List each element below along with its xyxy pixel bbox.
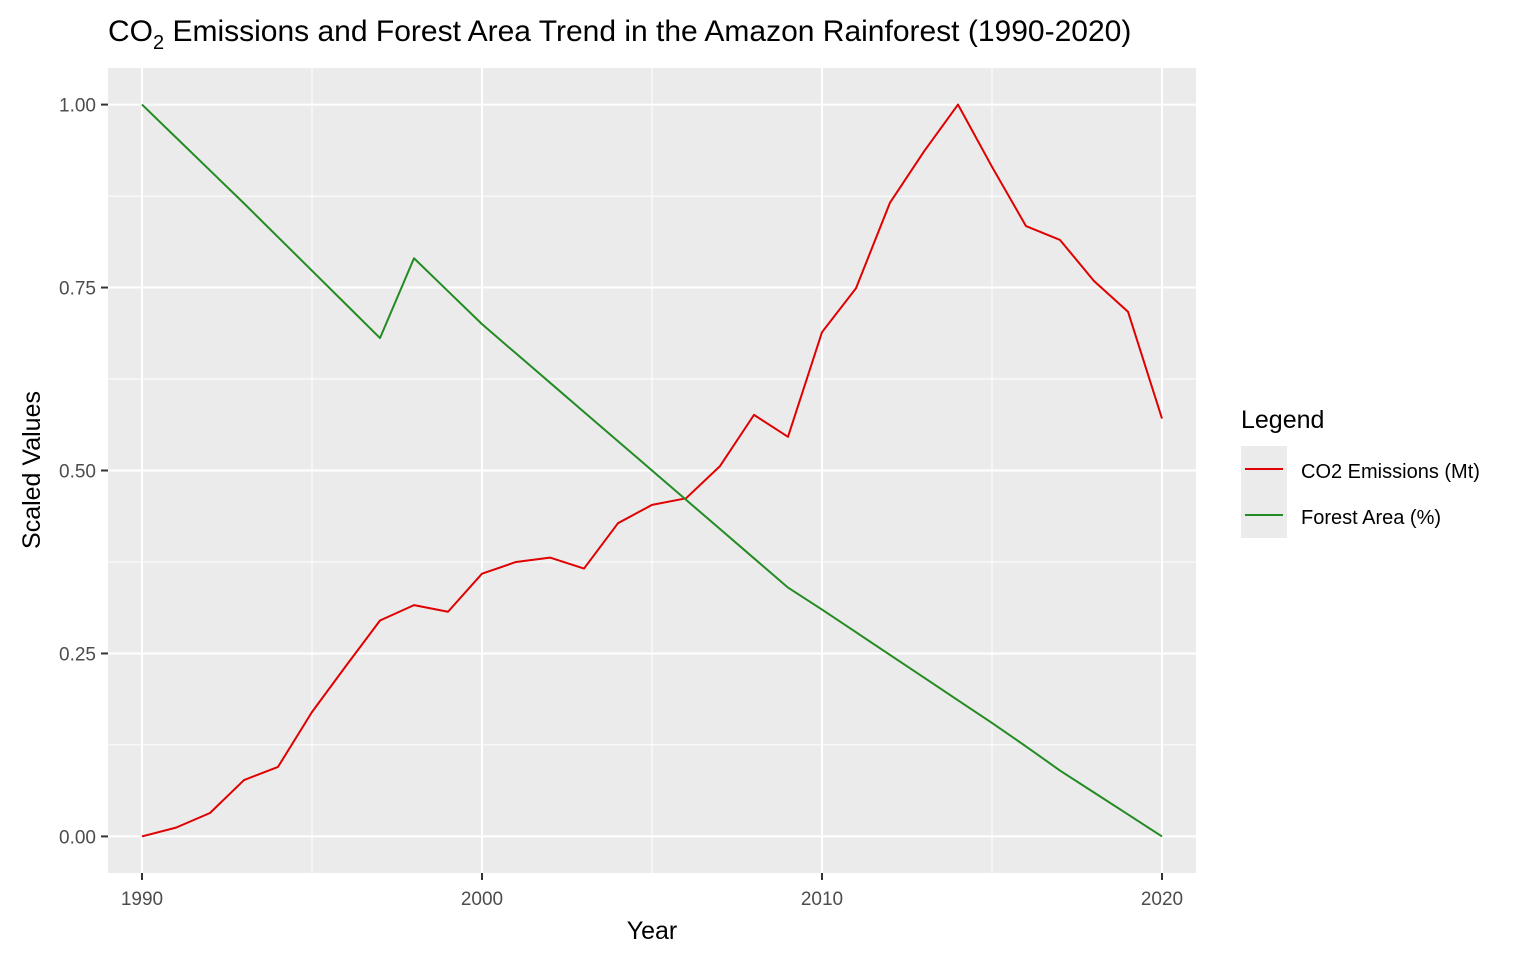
y-tick-label: 0.75 bbox=[59, 279, 96, 300]
chart-title-main: CO bbox=[108, 15, 153, 48]
series-line-co2-emissions bbox=[141, 103, 1163, 838]
chart-title-rest: Emissions and Forest Area Trend in the A… bbox=[164, 15, 1131, 48]
legend-label-forest: Forest Area (%) bbox=[1301, 507, 1441, 529]
series-layer bbox=[141, 103, 1163, 838]
x-tick-label: 2000 bbox=[461, 889, 503, 910]
y-tick-label: 0.00 bbox=[59, 827, 96, 848]
series-line-forest-area bbox=[141, 103, 1163, 838]
y-axis-title: Scaled Values bbox=[18, 391, 46, 549]
legend-label-co2: CO2 Emissions (Mt) bbox=[1301, 461, 1480, 483]
x-tick-label: 2020 bbox=[1141, 889, 1183, 910]
x-tick-label: 1990 bbox=[121, 889, 163, 910]
x-axis: 1990 2000 2010 2020 bbox=[121, 873, 1183, 910]
y-tick-label: 0.25 bbox=[59, 644, 96, 665]
legend-title: Legend bbox=[1241, 406, 1324, 434]
legend: Legend CO2 Emissions (Mt) Forest Area (%… bbox=[1241, 406, 1480, 538]
chart-title-subscript: 2 bbox=[153, 32, 164, 54]
chart-title: CO2 Emissions and Forest Area Trend in t… bbox=[108, 15, 1131, 54]
x-axis-title: Year bbox=[627, 917, 678, 945]
y-tick-label: 0.50 bbox=[59, 462, 96, 483]
x-tick-label: 2010 bbox=[801, 889, 843, 910]
y-axis: 0.00 0.25 0.50 0.75 1.00 bbox=[59, 96, 108, 848]
y-tick-label: 1.00 bbox=[59, 96, 96, 117]
